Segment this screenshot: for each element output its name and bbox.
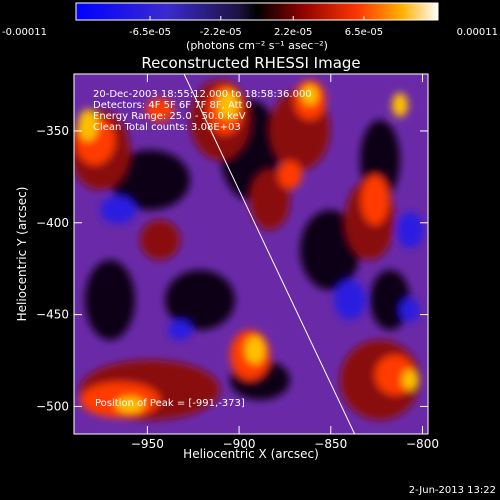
intensity-blob bbox=[165, 270, 235, 330]
peak-position-label: Position of Peak = [-991,-373] bbox=[95, 398, 245, 409]
colorbar-tick-label: -6.5e-05 bbox=[129, 27, 171, 38]
colorbar bbox=[75, 2, 439, 21]
intensity-blob bbox=[146, 98, 174, 122]
intensity-blob bbox=[402, 370, 418, 390]
x-tick-label: −950 bbox=[131, 437, 164, 451]
y-axis-label: Heliocentric Y (arcsec) bbox=[15, 187, 29, 322]
info-line: Detectors: 4F 5F 6F 7F 8F, Att 0 bbox=[93, 100, 252, 111]
intensity-blob bbox=[361, 175, 389, 225]
info-line: Clean Total counts: 3.08E+03 bbox=[93, 122, 241, 133]
intensity-map bbox=[74, 80, 424, 420]
intensity-blob bbox=[110, 150, 190, 210]
chart-title: Reconstructed RHESSI Image bbox=[141, 54, 360, 72]
axis-ticks bbox=[74, 74, 428, 434]
colorbar-units: (photons cm⁻² s⁻¹ asec⁻²) bbox=[186, 39, 328, 52]
info-line: 20-Dec-2003 18:55:12.000 to 18:58:36.000 bbox=[93, 89, 312, 100]
intensity-blob bbox=[392, 93, 408, 117]
intensity-blob bbox=[100, 196, 136, 224]
y-tick-label: −400 bbox=[36, 216, 69, 230]
colorbar-tick-labels: -0.00011 -6.5e-05 -2.2e-05 2.2e-05 6.5e-05 0.… bbox=[2, 27, 498, 38]
intensity-blob bbox=[168, 320, 192, 340]
intensity-blob bbox=[218, 91, 238, 119]
intensity-blob bbox=[140, 220, 180, 260]
x-tick-label: −800 bbox=[406, 437, 439, 451]
observation-info: 20-Dec-2003 18:55:12.000 to 18:58:36.000… bbox=[93, 89, 312, 133]
intensity-blob bbox=[300, 210, 360, 290]
intensity-blob bbox=[250, 170, 290, 230]
colorbar-tick-label: -2.2e-05 bbox=[200, 27, 242, 38]
y-tick-label: −350 bbox=[36, 124, 69, 138]
intensity-blob bbox=[334, 280, 366, 320]
intensity-blob bbox=[245, 336, 265, 364]
colorbar-tick-label: -0.00011 bbox=[2, 27, 47, 38]
y-tick-label: −500 bbox=[36, 399, 69, 413]
x-tick-labels: −950 −900 −850 −800 bbox=[131, 437, 439, 451]
intensity-blob bbox=[116, 397, 144, 413]
colorbar-ticks bbox=[75, 16, 439, 20]
x-tick-label: −900 bbox=[223, 437, 256, 451]
y-tick-label: −450 bbox=[36, 308, 69, 322]
intensity-blob bbox=[396, 212, 424, 248]
colorbar-tick-label: 6.5e-05 bbox=[345, 27, 383, 38]
intensity-blob bbox=[370, 270, 410, 330]
intensity-blob bbox=[78, 109, 98, 141]
intensity-blob bbox=[278, 161, 302, 189]
y-tick-labels: −350 −400 −450 −500 bbox=[36, 124, 69, 414]
x-axis-label: Heliocentric X (arcsec) bbox=[183, 447, 319, 461]
timestamp: 2-Jun-2013 13:22 bbox=[409, 485, 496, 496]
colorbar-tick-label: 2.2e-05 bbox=[274, 27, 312, 38]
solar-limb-line bbox=[183, 74, 356, 434]
plot-frame bbox=[73, 73, 429, 435]
intensity-blob bbox=[400, 298, 420, 322]
intensity-blob bbox=[302, 85, 318, 105]
info-line: Energy Range: 25.0 - 50.0 keV bbox=[93, 111, 246, 122]
intensity-blob bbox=[85, 260, 135, 340]
x-tick-label: −850 bbox=[314, 437, 347, 451]
colorbar-tick-label: 0.00011 bbox=[457, 27, 498, 38]
